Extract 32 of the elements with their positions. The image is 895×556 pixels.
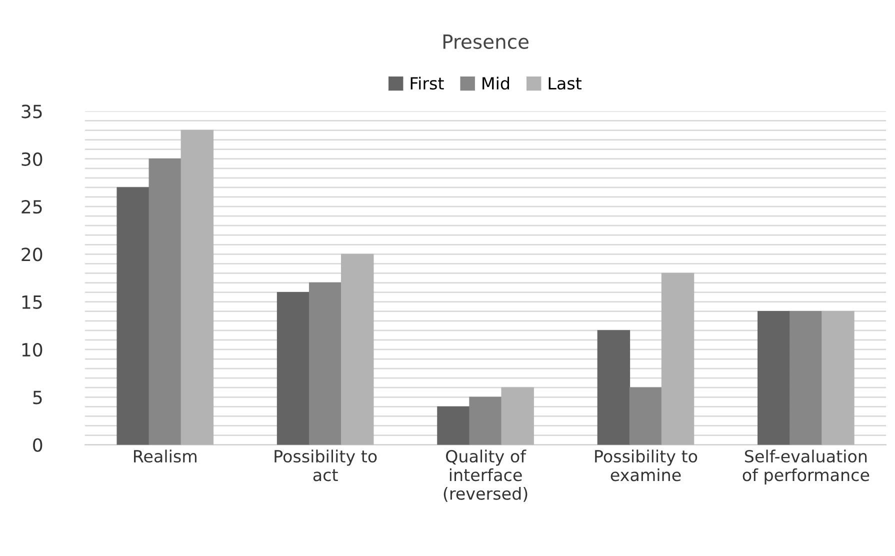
x-tick-label: Self-evaluation of performance xyxy=(742,450,870,484)
bar xyxy=(469,396,502,445)
y-tick-label: 35 xyxy=(22,104,42,118)
bar xyxy=(341,254,374,445)
bar xyxy=(790,311,822,445)
x-tick-label: Possibility to examine xyxy=(595,450,698,482)
y-tick-label: 0 xyxy=(33,438,42,452)
y-tick-label: 10 xyxy=(22,342,42,357)
y-tick-label: 15 xyxy=(22,296,42,309)
x-tick-label: Quality of interface (reversed) xyxy=(444,450,528,502)
y-tick-label: 30 xyxy=(22,152,42,166)
bar xyxy=(116,187,150,445)
bar xyxy=(437,406,470,445)
y-tick-label: 25 xyxy=(22,200,42,214)
bar xyxy=(148,158,182,445)
bar xyxy=(629,387,662,445)
bar xyxy=(501,387,534,445)
y-tick-label: 20 xyxy=(22,248,42,262)
bar xyxy=(308,282,342,445)
chart-title: Presence xyxy=(443,34,528,49)
legend-label: Last xyxy=(548,77,582,90)
bar xyxy=(597,330,630,445)
x-tick-label: Realism xyxy=(134,450,196,463)
y-tick-label: 5 xyxy=(33,390,42,404)
x-tick-label: Possibility to act xyxy=(274,450,377,482)
bar xyxy=(758,311,790,445)
bar xyxy=(180,130,214,445)
bar xyxy=(276,292,310,445)
legend-label: Mid xyxy=(482,76,509,90)
legend-label: First xyxy=(410,76,444,90)
bar xyxy=(822,311,854,445)
bar xyxy=(661,272,694,445)
